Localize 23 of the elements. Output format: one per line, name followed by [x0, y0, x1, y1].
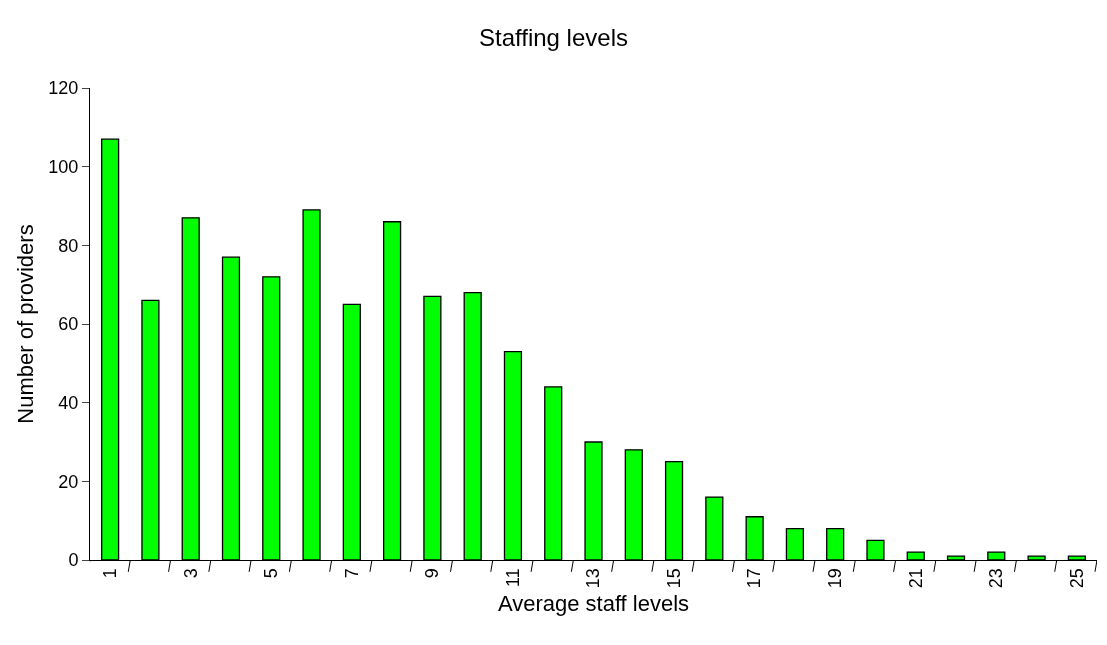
x-tick-label: 11 [502, 568, 523, 587]
x-tick-label: 23 [986, 568, 1007, 589]
y-tick-label: 60 [58, 314, 79, 335]
x-axis-title: Average staff levels [497, 591, 690, 617]
x-tick-label: 13 [583, 568, 604, 589]
y-tick-label: 40 [58, 392, 79, 413]
y-tick-label: 20 [58, 471, 79, 492]
y-tick-label: 0 [68, 550, 79, 571]
x-tick-label: 9 [422, 568, 443, 579]
x-tick-label: 3 [180, 568, 201, 579]
x-tick-label: 7 [341, 568, 362, 579]
x-tick-label: 19 [825, 568, 846, 589]
y-tick-label: 120 [48, 78, 79, 99]
chart-title: Staffing levels [479, 23, 628, 51]
y-tick-label: 100 [48, 156, 79, 177]
x-tick-label: 5 [261, 568, 282, 579]
y-axis-title: Number of providers [13, 224, 39, 424]
x-tick-label: 17 [744, 568, 765, 589]
y-tick-label: 80 [58, 235, 79, 256]
x-tick-label: 25 [1066, 568, 1087, 589]
x-tick-label: 1 [99, 568, 120, 579]
x-tick-label: 15 [663, 568, 684, 589]
x-tick-label: 21 [905, 568, 926, 589]
